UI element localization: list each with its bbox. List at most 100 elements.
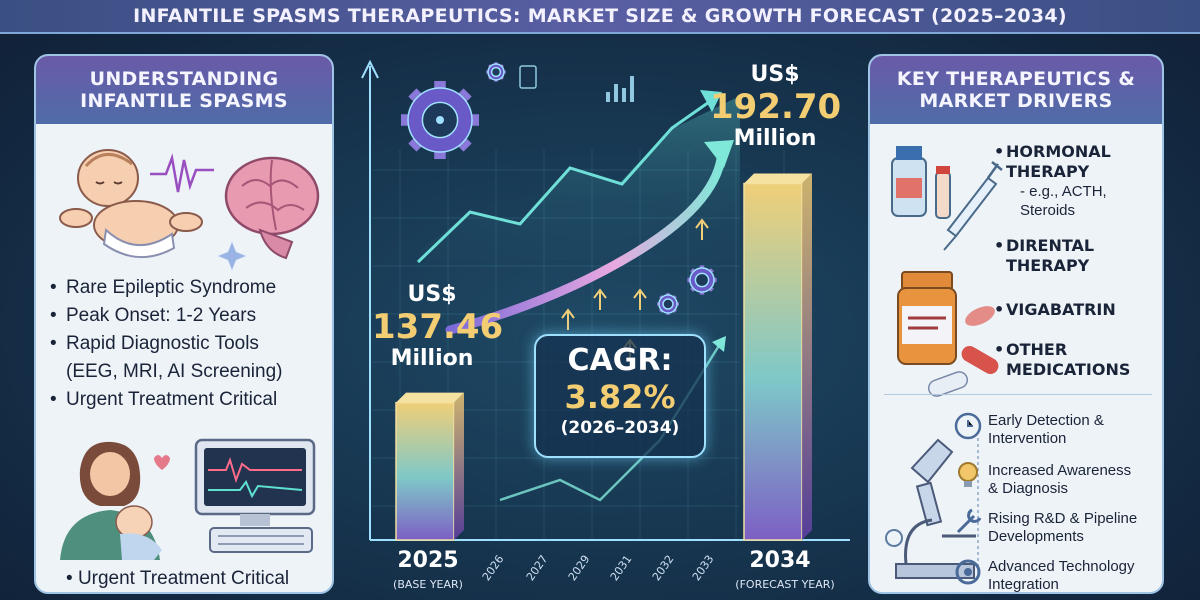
up-arrow-icon [633,288,647,310]
gear-clock-icon [954,412,982,440]
driver-early-detection: Early Detection & Intervention [988,412,1160,448]
therapy-name: Medications [1006,360,1131,379]
mini-bar-icon [622,88,626,102]
panel-divider [884,394,1152,395]
driver-line: Early Detection & [988,412,1104,429]
growth-arrow [445,145,727,335]
left-panel-header: Understanding Infantile Spasms [36,56,332,124]
eeg-wave-icon [150,153,214,193]
microscope-illustration [885,438,979,579]
right-panel-header: Key Therapeutics & Market Drivers [870,56,1162,124]
therapy-sub-line: - e.g., ACTH, [1020,183,1107,200]
y-axis-arrow [361,59,379,79]
category-sublabel-2034: (Forecast Year) [735,578,835,591]
microscope-icon [895,438,976,579]
bar-value-label-2025: US$ 137.46 Million [372,282,504,372]
up-arrow-icon [593,288,607,310]
value-currency: US$ [750,62,800,87]
therapy-sub-line: Steroids [1020,202,1076,219]
driver-technology: Advanced Technology Integration [988,558,1160,593]
tick-label-2032: 2032 [650,553,677,583]
mini-bar-icon [630,76,634,102]
driver-line: Developments [988,528,1084,545]
therapy-hormonal-sub: - e.g., ACTH, Steroids [1020,182,1107,220]
clipboard-icon [519,65,537,89]
list-item: Urgent Treatment Critical [50,386,282,414]
left-bullet-list: Rare Epileptic Syndrome Peak Onset: 1-2 … [50,274,282,414]
right-panel: Key Therapeutics & Market Drivers [868,54,1164,594]
category-sublabel-2025: (Base Year) [393,578,463,591]
market-chart: 2026 2027 2029 2031 2032 2033 [361,59,850,583]
gear-icon [885,529,903,547]
driver-line: Intervention [988,430,1067,447]
driver-rnd: Rising R&D & Pipeline Developments [988,510,1160,546]
gear-icon [657,293,679,315]
left-panel-title: Understanding Infantile Spasms [80,68,288,112]
lightbulb-icon [958,462,978,487]
therapy-illustration [891,146,1003,397]
secondary-arrowhead [712,336,726,352]
growth-arrowhead [704,140,734,168]
category-label-2025: 2025 [397,548,459,573]
mini-bar-icon [606,92,610,102]
gear-icon [687,265,717,295]
mini-bar-icon [614,84,618,102]
therapy-name: Hormonal [1006,142,1111,161]
list-item: Rare Epileptic Syndrome [50,274,282,302]
up-arrow-icon [561,308,575,330]
driver-line: & Diagnosis [988,480,1069,497]
pill-bottle-icon [897,271,957,365]
capsule-icon [927,306,999,397]
therapy-name: Other [1006,340,1068,359]
wrench-icon [956,508,982,534]
value-currency: US$ [407,282,457,307]
tick-label-2033: 2033 [690,553,717,583]
trend-arrowhead [700,90,722,112]
molecule-node [436,116,444,124]
value-number: 137.46 [372,307,504,347]
sparkle-icon [218,242,246,270]
page-title: Infantile Spasms Therapeutics: Market Si… [133,5,1067,27]
syringe-icon [943,161,1003,251]
gear-icon [955,559,981,585]
bar-2025 [395,392,464,541]
bar-value-label-2034: US$ 192.70 Million [710,62,842,152]
driver-line: Increased Awareness [988,462,1132,479]
gear-icon [486,62,506,82]
cagr-box: CAGR: 3.82% (2026–2034) [534,334,706,458]
baby-brain-illustration [59,149,320,270]
vial-icon [891,146,951,219]
tick-label-2029: 2029 [566,553,593,583]
driver-icons [954,412,982,585]
therapy-vigabatrin: • Vigabatrin [994,300,1116,319]
cagr-label: CAGR: [567,343,673,378]
therapy-name: Therapy [1006,162,1090,181]
mother-monitor-illustration [60,438,316,560]
monitor-icon [194,438,316,553]
therapy-dirental: • Dirental Therapy [994,236,1095,275]
mother-baby-icon [60,441,170,560]
cagr-range: (2026–2034) [560,418,680,438]
left-bottom-bullet: Urgent Treatment Critical [66,568,289,590]
title-bar: Infantile Spasms Therapeutics: Market Si… [0,0,1200,34]
value-unit: Million [390,346,474,371]
baby-icon [59,149,203,259]
list-item: Rapid Diagnostic Tools [50,330,282,358]
list-item: Peak Onset: 1-2 Years [50,302,282,330]
tick-label-2031: 2031 [608,553,635,583]
driver-line: Integration [988,576,1059,593]
trend-line [416,98,713,264]
up-arrow-icon [695,218,709,240]
therapy-other: • Other Medications [994,340,1131,379]
bar-2034 [743,173,812,541]
driver-line: Rising R&D & Pipeline [988,510,1138,527]
tick-label-2027: 2027 [524,553,551,583]
value-number: 192.70 [710,87,842,127]
therapy-name: Therapy [1006,256,1090,275]
brain-icon [224,156,320,260]
therapy-name: Dirental [1006,236,1095,255]
therapy-name: Vigabatrin [1006,300,1116,319]
value-unit: Million [733,126,817,151]
therapy-hormonal: • Hormonal Therapy [994,142,1111,181]
driver-awareness: Increased Awareness & Diagnosis [988,462,1160,498]
